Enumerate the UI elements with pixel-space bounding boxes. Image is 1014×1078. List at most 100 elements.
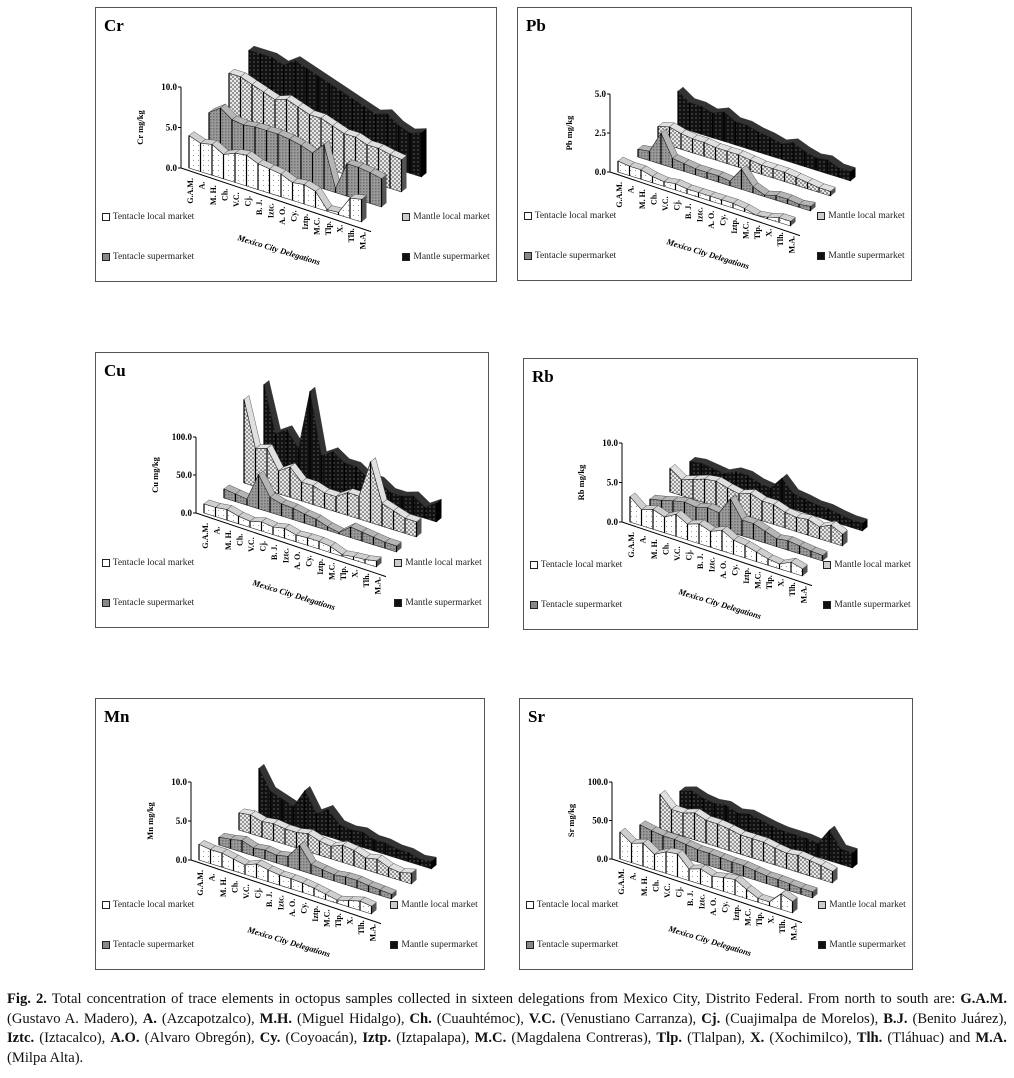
legend-swatch <box>525 900 534 909</box>
legend-label: Tentacle local market <box>540 560 623 570</box>
caption-segment: (Iztacalco), <box>34 1030 111 1046</box>
legend-label: Mantle local market <box>413 212 490 222</box>
x-tick-label: G.A.M. <box>196 870 205 896</box>
legend-label: Mantle supermarket <box>405 598 482 608</box>
x-tick-label: B. J. <box>686 891 695 906</box>
x-tick-label: M. H. <box>209 185 218 205</box>
ribbon-end <box>852 848 858 868</box>
x-tick-label: Ch. <box>652 880 661 892</box>
legend-item: Mantle supermarket <box>814 939 910 951</box>
caption-segment: (Cuauhtémoc), <box>431 1010 529 1027</box>
legend-swatch <box>394 598 403 607</box>
legend-item: Tentacle supermarket <box>100 251 196 263</box>
x-tick-label: Ch. <box>650 193 659 205</box>
x-tick-label: Iztp. <box>316 559 325 575</box>
legend-item: Tentacle supermarket <box>100 597 196 609</box>
series-ribbon-1 <box>208 103 387 208</box>
ribbon-end <box>391 890 397 899</box>
caption-segment: (Milpa Alta). <box>7 1049 84 1066</box>
y-tick-label: 50.0 <box>592 816 608 826</box>
x-axis <box>609 171 801 237</box>
legend-label: Mantle local market <box>401 900 478 910</box>
caption-segment: (Cuajimalpa de Morelos), <box>720 1010 884 1027</box>
x-tick-label: V.C. <box>661 196 670 211</box>
x-tick-label: X. <box>765 229 774 237</box>
legend-swatch <box>525 940 534 949</box>
x-tick-label: Tlh. <box>362 573 371 587</box>
caption-segment: Tlh. <box>856 1030 883 1046</box>
caption-segment: Fig. 2. <box>7 991 47 1007</box>
x-tick-label: Ch. <box>221 189 230 201</box>
x-axis <box>621 521 813 587</box>
caption-segment: Ch. <box>409 1010 432 1027</box>
x-axis-label: Mexico City Delegations <box>666 923 753 958</box>
x-tick-label: Iztp. <box>311 906 320 922</box>
y-axis-label: Mn mg/kg <box>145 801 155 839</box>
ribbon-end <box>862 519 868 531</box>
y-tick-label: 5.0 <box>607 478 619 488</box>
legend-item: Mantle supermarket <box>398 251 494 263</box>
y-tick-label: 2.5 <box>595 128 607 138</box>
series-ribbon-2 <box>238 808 418 885</box>
legend-item: Tentacle local market <box>100 899 196 911</box>
x-axis-label: Mexico City Delegations <box>235 232 322 267</box>
ribbon-end <box>361 195 367 222</box>
y-axis-label: Cr mg/kg <box>135 109 145 144</box>
x-tick-label: Tlp. <box>324 221 333 235</box>
y-tick-label: 0.0 <box>166 163 178 173</box>
x-tick-label: A. O. <box>709 898 718 916</box>
chart-panel-rb: Rb 0.0 5.0 10.0 Rb mg/kg G.A.M. A. M. H. Ch. V.C.… <box>523 358 918 630</box>
x-tick-label: X. <box>351 570 360 578</box>
x-tick-label: M.C. <box>328 563 337 580</box>
legend-item: Tentacle supermarket <box>528 599 624 611</box>
x-tick-label: B. J. <box>255 200 264 215</box>
x-tick-label: Cj. <box>675 887 684 897</box>
x-tick-label: Cy. <box>290 210 299 221</box>
caption-segment: (Magdalena Contreras), <box>506 1030 657 1046</box>
legend-label: Mantle local market <box>829 900 906 910</box>
legend-swatch <box>101 212 110 221</box>
caption-segment: B.J. <box>883 1010 908 1027</box>
legend-item: Tentacle supermarket <box>522 250 618 262</box>
x-tick-label: G.A.M. <box>617 869 626 895</box>
series-ribbon-0 <box>629 492 808 577</box>
legend-label: Tentacle local market <box>536 900 619 910</box>
ribbon-end <box>401 155 407 192</box>
x-tick-label: Ch. <box>231 881 240 893</box>
x-tick-label: Tlp. <box>334 913 343 927</box>
legend-label: Tentacle local market <box>112 558 195 568</box>
caption-segment: Cj. <box>701 1010 721 1027</box>
x-tick-label: Iztc. <box>696 207 705 222</box>
x-tick-label: A. O. <box>719 561 728 579</box>
x-tick-label: A. O. <box>278 207 287 225</box>
series-ribbon-0 <box>619 827 798 914</box>
x-tick-label: Tlp. <box>755 912 764 926</box>
caption-segment: (Xochimilco), <box>764 1030 857 1046</box>
y-tick-label: 0.0 <box>597 854 609 864</box>
y-tick-label: 100.0 <box>588 777 609 787</box>
caption-segment: Cy. <box>259 1030 281 1046</box>
ribbon-end <box>850 167 856 181</box>
legend-label: Tentacle supermarket <box>540 600 623 610</box>
x-tick-label: V.C. <box>247 537 256 552</box>
legend-swatch <box>817 251 826 260</box>
legend-item: Tentacle supermarket <box>524 939 620 951</box>
x-tick-label: Iztc. <box>277 895 286 910</box>
x-tick-label: M.C. <box>744 909 753 926</box>
y-tick-label: 50.0 <box>176 470 192 480</box>
legend-label: Tentacle supermarket <box>534 251 617 261</box>
legend-swatch <box>101 900 110 909</box>
ribbon-end <box>822 551 828 561</box>
x-tick-label: M.C. <box>754 572 763 589</box>
legend-item: Mantle supermarket <box>819 599 915 611</box>
x-axis-label: Mexico City Delegations <box>245 924 332 959</box>
legend-item: Mantle local market <box>819 559 915 571</box>
ribbon-end <box>421 128 427 177</box>
x-tick-label: A. <box>213 527 222 535</box>
series-ribbon-2 <box>659 790 838 884</box>
x-tick-label: Tlh. <box>788 582 797 596</box>
x-tick-label: M. H. <box>650 539 659 559</box>
x-tick-label: A. <box>627 186 636 194</box>
x-tick-label: Cy. <box>300 902 309 913</box>
x-tick-label: G.A.M. <box>627 532 636 558</box>
